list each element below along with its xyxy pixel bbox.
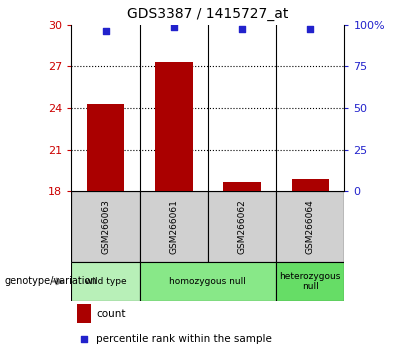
Title: GDS3387 / 1415727_at: GDS3387 / 1415727_at xyxy=(127,7,289,21)
Text: GSM266062: GSM266062 xyxy=(238,199,247,254)
Bar xyxy=(155,62,192,191)
Text: GSM266061: GSM266061 xyxy=(169,199,178,254)
Text: genotype/variation: genotype/variation xyxy=(4,276,97,286)
Bar xyxy=(139,262,276,301)
Text: heterozygous
null: heterozygous null xyxy=(280,272,341,291)
Point xyxy=(102,28,109,33)
Bar xyxy=(276,262,344,301)
Text: count: count xyxy=(96,309,126,319)
Text: GSM266063: GSM266063 xyxy=(101,199,110,254)
Point xyxy=(307,26,314,32)
Point xyxy=(239,26,245,32)
Point xyxy=(171,24,177,30)
Point xyxy=(80,336,87,342)
Bar xyxy=(77,304,91,323)
Text: percentile rank within the sample: percentile rank within the sample xyxy=(96,334,272,344)
Bar xyxy=(71,262,139,301)
Bar xyxy=(276,191,344,262)
Text: homozygous null: homozygous null xyxy=(169,277,247,286)
Bar xyxy=(87,104,124,191)
Text: GSM266064: GSM266064 xyxy=(306,199,315,254)
Bar xyxy=(139,191,208,262)
Bar xyxy=(291,179,329,191)
Text: wild type: wild type xyxy=(85,277,126,286)
Bar xyxy=(71,191,139,262)
Bar xyxy=(223,182,261,191)
Bar xyxy=(208,191,276,262)
